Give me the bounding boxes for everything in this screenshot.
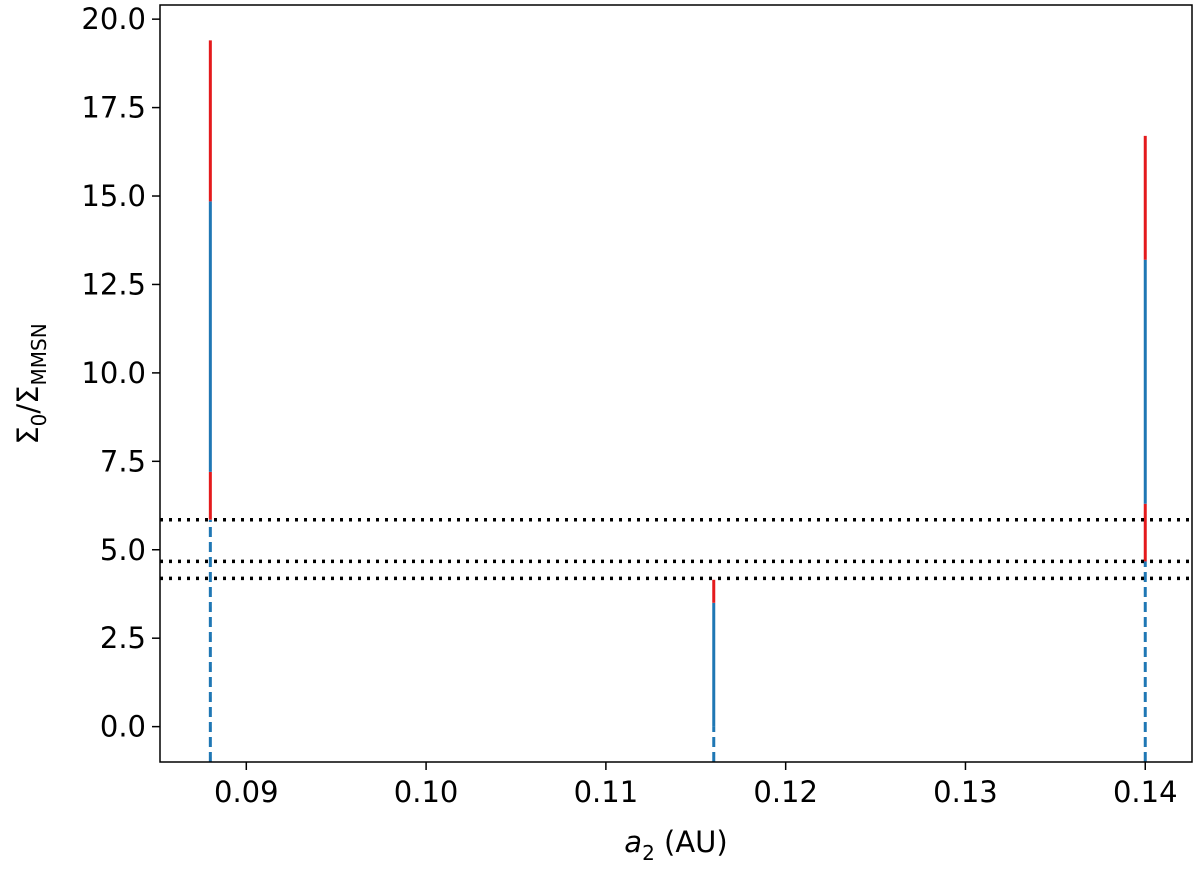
plot-frame — [159, 4, 1193, 763]
x-tick-label: 0.09 — [214, 775, 279, 809]
y-label-sub: 0 — [27, 414, 51, 427]
x-tick-label: 0.11 — [574, 775, 639, 809]
y-label-sub2: MMSN — [27, 323, 51, 385]
x-tick-label: 0.12 — [753, 775, 818, 809]
x-label-unit: (AU) — [655, 825, 728, 859]
y-tick-label: 20.0 — [81, 2, 146, 36]
x-label-var: a — [624, 825, 642, 859]
y-label-sigma: Σ — [11, 426, 45, 444]
x-tick-label: 0.13 — [933, 775, 998, 809]
x-tick-label: 0.14 — [1113, 775, 1178, 809]
y-tick-label: 12.5 — [81, 267, 146, 301]
y-tick-label: 17.5 — [81, 91, 146, 125]
y-tick-label: 7.5 — [100, 444, 146, 478]
y-tick-label: 5.0 — [100, 533, 146, 567]
y-tick-label: 15.0 — [81, 179, 146, 213]
y-tick-label: 10.0 — [81, 356, 146, 390]
y-axis-label: Σ0/ΣMMSN — [11, 323, 51, 444]
y-tick-label: 0.0 — [100, 710, 146, 744]
x-axis-label: a2 (AU) — [624, 825, 727, 865]
y-label-slash: /Σ — [11, 386, 45, 414]
y-tick-label: 2.5 — [100, 621, 146, 655]
x-label-sub: 2 — [642, 841, 655, 865]
x-tick-label: 0.10 — [394, 775, 459, 809]
